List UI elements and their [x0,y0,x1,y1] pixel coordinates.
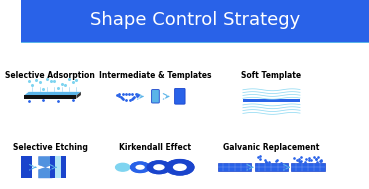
Circle shape [135,165,145,170]
Bar [50,156,55,178]
Text: Selective Etching: Selective Etching [13,143,88,152]
Bar [61,156,66,178]
Circle shape [153,164,165,170]
Text: Galvanic Replacement: Galvanic Replacement [223,143,320,152]
Circle shape [131,162,149,172]
Text: Selective Adsorption: Selective Adsorption [5,71,95,80]
Circle shape [173,163,187,171]
Circle shape [148,161,170,174]
Circle shape [116,163,130,171]
Polygon shape [24,95,76,99]
Bar [292,163,325,171]
Bar [18,156,32,178]
Circle shape [166,160,194,175]
Text: Soft Template: Soft Template [241,71,301,80]
Polygon shape [76,92,81,99]
Bar [218,163,251,171]
Circle shape [148,161,170,174]
Bar [255,163,288,171]
FancyBboxPatch shape [152,90,159,103]
Text: Intermediate & Templates: Intermediate & Templates [99,71,211,80]
Bar [243,99,300,102]
Circle shape [166,160,194,175]
FancyBboxPatch shape [21,42,369,43]
Circle shape [131,162,149,172]
Text: Kirkendall Effect: Kirkendall Effect [119,143,191,152]
Bar [55,156,61,178]
Polygon shape [24,92,81,95]
FancyBboxPatch shape [21,0,369,42]
Polygon shape [38,167,52,178]
Polygon shape [38,156,52,178]
Polygon shape [38,156,52,167]
FancyBboxPatch shape [175,88,185,104]
Circle shape [116,163,130,171]
Text: Shape Control Strategy: Shape Control Strategy [90,11,300,29]
